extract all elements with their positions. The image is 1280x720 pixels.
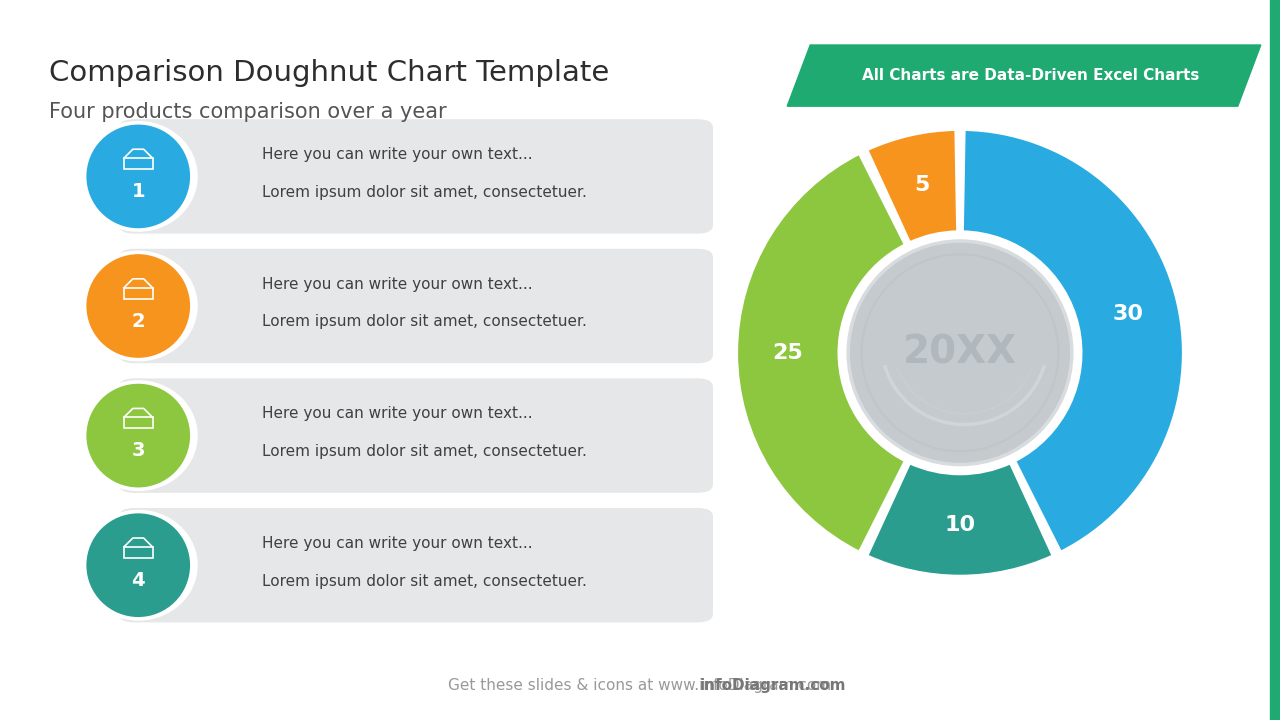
Text: Here you can write your own text...: Here you can write your own text... bbox=[262, 407, 532, 421]
FancyBboxPatch shape bbox=[119, 119, 713, 233]
Text: 1: 1 bbox=[132, 182, 145, 201]
Circle shape bbox=[840, 232, 1080, 474]
Text: Here you can write your own text...: Here you can write your own text... bbox=[262, 277, 532, 292]
FancyBboxPatch shape bbox=[119, 249, 713, 364]
Text: 4: 4 bbox=[132, 571, 145, 590]
Text: 20XX: 20XX bbox=[902, 334, 1018, 372]
Ellipse shape bbox=[79, 121, 197, 232]
Polygon shape bbox=[787, 45, 1261, 106]
Text: Four products comparison over a year: Four products comparison over a year bbox=[49, 102, 447, 122]
Wedge shape bbox=[867, 462, 1053, 577]
Wedge shape bbox=[867, 129, 957, 243]
FancyBboxPatch shape bbox=[119, 378, 713, 492]
Ellipse shape bbox=[87, 125, 189, 228]
Text: 3: 3 bbox=[132, 441, 145, 460]
Text: All Charts are Data-Driven Excel Charts: All Charts are Data-Driven Excel Charts bbox=[861, 68, 1199, 83]
Text: Here you can write your own text...: Here you can write your own text... bbox=[262, 148, 532, 162]
Text: infoDiagram.com: infoDiagram.com bbox=[700, 678, 846, 693]
FancyBboxPatch shape bbox=[119, 508, 713, 622]
Text: Comparison Doughnut Chart Template: Comparison Doughnut Chart Template bbox=[49, 60, 609, 87]
Text: 30: 30 bbox=[1112, 305, 1143, 325]
Text: Lorem ipsum dolor sit amet, consectetuer.: Lorem ipsum dolor sit amet, consectetuer… bbox=[262, 185, 588, 199]
Ellipse shape bbox=[79, 380, 197, 491]
Ellipse shape bbox=[87, 384, 189, 487]
Text: 5: 5 bbox=[914, 175, 929, 195]
Ellipse shape bbox=[87, 254, 189, 358]
Text: 2: 2 bbox=[132, 312, 145, 330]
Text: Here you can write your own text...: Here you can write your own text... bbox=[262, 536, 532, 551]
Ellipse shape bbox=[79, 510, 197, 621]
Wedge shape bbox=[736, 153, 906, 552]
Ellipse shape bbox=[79, 251, 197, 361]
Text: Lorem ipsum dolor sit amet, consectetuer.: Lorem ipsum dolor sit amet, consectetuer… bbox=[262, 574, 588, 588]
Circle shape bbox=[849, 241, 1071, 464]
Ellipse shape bbox=[87, 513, 189, 617]
Text: 10: 10 bbox=[945, 515, 975, 535]
Text: Get these slides & icons at www.infoDiagram.com: Get these slides & icons at www.infoDiag… bbox=[448, 678, 832, 693]
Text: Lorem ipsum dolor sit amet, consectetuer.: Lorem ipsum dolor sit amet, consectetuer… bbox=[262, 315, 588, 329]
Text: 25: 25 bbox=[772, 343, 803, 363]
Wedge shape bbox=[963, 129, 1184, 552]
Bar bbox=[1270, 0, 1280, 720]
Text: Lorem ipsum dolor sit amet, consectetuer.: Lorem ipsum dolor sit amet, consectetuer… bbox=[262, 444, 588, 459]
